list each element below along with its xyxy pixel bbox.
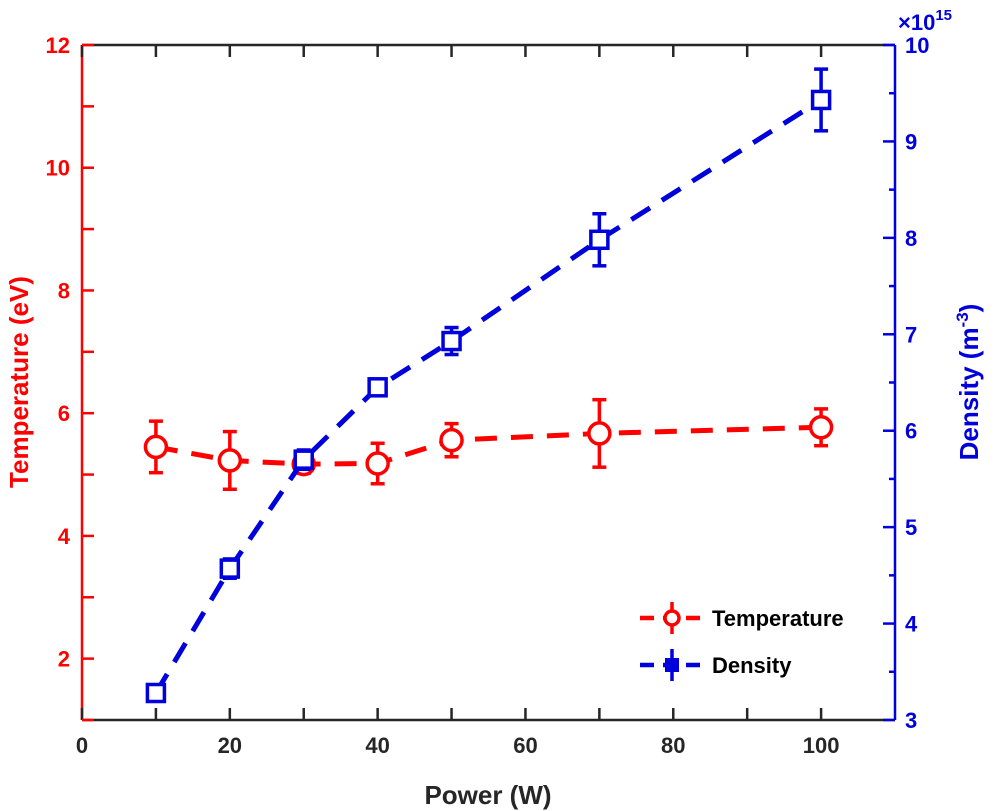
x-tick-label-100: 100 [803,733,840,758]
right-tick-label-3: 3 [905,708,917,733]
right-tick-label-10: 10 [905,33,929,58]
series-layer [143,67,834,704]
exponent-base: ×10 [898,10,935,35]
legend-temperature-marker [663,609,681,627]
temperature-point [365,451,390,476]
left-tick-label-2: 2 [58,647,70,672]
x-axis-title: Power (W) [424,780,551,810]
left-tick-label-10: 10 [46,156,70,181]
tick-layer: 0 20 40 60 80 100 2 4 6 8 10 12 3 4 5 6 7 8 9 10 [46,33,930,758]
legend: Temperature Density [640,602,844,681]
right-axis-title-end: ) [954,304,984,313]
temperature-point [808,415,834,440]
x-tick-label-40: 40 [365,733,389,758]
temperature-point [439,427,464,453]
left-tick-label-6: 6 [58,401,70,426]
temperature-point [587,421,612,446]
right-axis-title-sup: -3 [953,312,972,327]
right-tick-label-8: 8 [905,226,917,251]
legend-density-label: Density [712,653,792,678]
temperature-point [217,448,243,473]
left-tick-label-4: 4 [58,524,71,549]
temperature-point [143,434,169,460]
exponent-power: 15 [935,7,952,24]
legend-temperature-label: Temperature [712,606,844,631]
density-point [293,449,314,470]
x-tick-label-20: 20 [218,733,242,758]
right-tick-label-7: 7 [905,322,917,347]
x-tick-label-60: 60 [513,733,537,758]
right-tick-label-9: 9 [905,129,917,154]
density-point [219,558,241,579]
x-tick-label-80: 80 [661,733,685,758]
right-tick-label-6: 6 [905,419,917,444]
density-point [589,229,610,251]
density-point [367,377,388,398]
legend-density-marker [665,658,679,672]
density-point [810,89,832,111]
right-axis-title: Density (m-3) [953,304,984,461]
plot-area [82,45,895,720]
right-tick-label-4: 4 [905,612,918,637]
x-tick-label-0: 0 [76,733,88,758]
left-tick-label-12: 12 [46,33,70,58]
density-point [145,682,167,704]
left-axis-title: Temperature (eV) [4,276,34,488]
left-tick-label-8: 8 [58,278,70,303]
right-axis-exponent: ×1015 [898,7,952,35]
right-axis-title-main: Density (m [954,327,984,460]
right-tick-label-5: 5 [905,515,917,540]
density-point [441,330,462,352]
